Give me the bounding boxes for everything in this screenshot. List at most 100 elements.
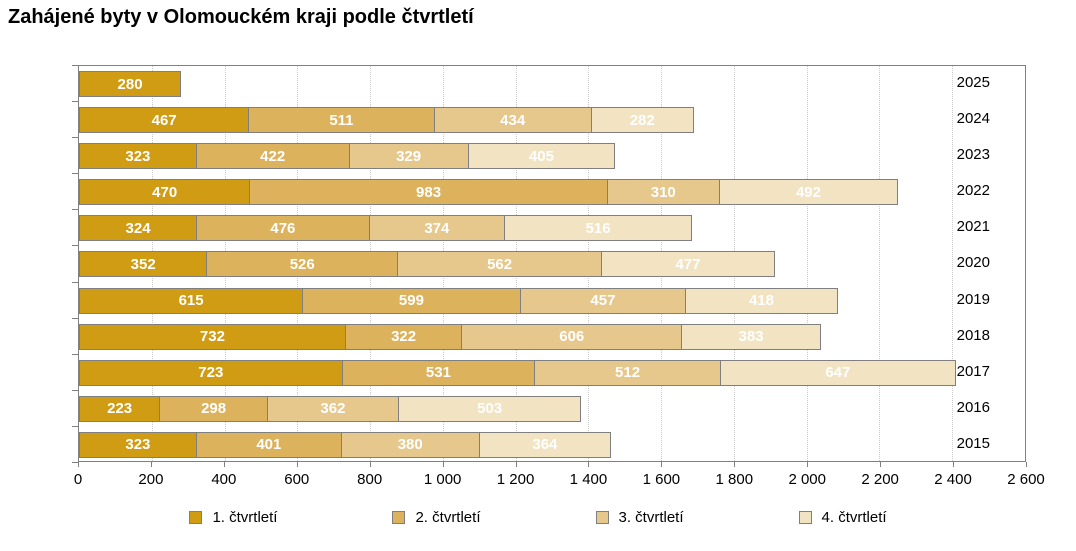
legend-label: 3. čtvrtletí <box>618 509 684 526</box>
x-axis-label: 200 <box>138 471 164 488</box>
bar-segment-q1: 470 <box>79 179 251 206</box>
legend-item-q3: 3. čtvrtletí <box>595 509 684 526</box>
legend-swatch-icon <box>189 511 203 524</box>
bar-segment-q3: 606 <box>461 323 683 350</box>
stacked-bar: 467 511 434 282 <box>79 107 1025 134</box>
x-axis-tick <box>296 462 298 467</box>
bar-row: 324 476 374 516 <box>79 210 1025 246</box>
y-axis-tick <box>72 101 78 103</box>
bar-segment-q3: 310 <box>606 179 720 206</box>
chart-title: Zahájené byty v Olomouckém kraji podle č… <box>8 6 474 28</box>
bar-segment-q3: 374 <box>368 215 506 242</box>
x-axis-label: 2 000 <box>788 471 826 488</box>
x-axis-tick <box>78 462 79 467</box>
x-axis-tick <box>734 462 736 467</box>
bar-segment-q3: 329 <box>348 143 469 170</box>
bar-segment-q1: 223 <box>79 395 161 422</box>
bar-value-label: 503 <box>477 400 503 418</box>
bar-segment-q2: 983 <box>249 179 608 206</box>
bar-value-label: 322 <box>391 328 417 346</box>
bar-value-label: 511 <box>329 111 354 129</box>
bar-segment-q1: 615 <box>79 287 304 314</box>
x-axis-label: 2 400 <box>934 471 972 488</box>
bar-value-label: 531 <box>425 364 451 382</box>
bar-segment-q3: 434 <box>433 107 592 134</box>
bar-segment-q1: 323 <box>79 143 197 170</box>
y-axis-tick <box>72 281 78 283</box>
bar-value-label: 477 <box>675 255 701 273</box>
bar-segment-q4: 477 <box>601 251 775 278</box>
bar-row: 732 322 606 383 <box>79 319 1025 355</box>
x-axis-tick <box>661 462 663 467</box>
bar-value-label: 418 <box>748 292 774 310</box>
y-axis-label: 2016 <box>956 398 990 416</box>
x-axis-label: 1 800 <box>715 471 754 488</box>
stacked-bar: 323 401 380 364 <box>79 431 1025 458</box>
y-axis-label: 2024 <box>956 110 990 128</box>
y-axis-label: 2023 <box>956 146 990 164</box>
x-axis-tick <box>588 462 590 467</box>
y-axis-label: 2018 <box>956 326 990 344</box>
stacked-bar: 352 526 562 477 <box>79 251 1025 278</box>
bar-value-label: 223 <box>107 400 133 418</box>
bar-segment-q4: 647 <box>719 359 956 386</box>
bar-value-label: 280 <box>117 75 143 93</box>
legend-label: 1. čtvrtletí <box>212 509 278 526</box>
y-axis-tick <box>72 389 78 391</box>
stacked-bar: 223 298 362 503 <box>79 395 1025 422</box>
bar-segment-q3: 457 <box>519 287 687 314</box>
y-axis-label: 2015 <box>956 434 990 452</box>
x-axis-tick <box>223 462 225 467</box>
legend-swatch-icon <box>392 511 406 524</box>
bar-row: 352 526 562 477 <box>79 246 1025 282</box>
bar-value-label: 647 <box>825 364 851 382</box>
bar-value-label: 329 <box>396 147 422 165</box>
bar-value-label: 383 <box>738 328 764 346</box>
bar-value-label: 324 <box>125 219 151 237</box>
bar-segment-q2: 401 <box>195 431 342 458</box>
y-axis-tick <box>72 209 78 211</box>
bar-segment-q1: 467 <box>79 107 250 134</box>
stacked-bar: 323 422 329 405 <box>79 143 1025 170</box>
bar-value-label: 732 <box>199 328 225 346</box>
x-axis-tick <box>515 462 517 467</box>
y-axis-tick <box>72 462 78 463</box>
x-axis-tick <box>369 462 371 467</box>
bar-segment-q4: 282 <box>590 107 694 134</box>
x-axis-tick <box>807 462 809 467</box>
x-axis-tick <box>150 462 152 467</box>
stacked-bar: 732 322 606 383 <box>79 323 1025 350</box>
bar-value-label: 606 <box>559 328 585 346</box>
bar-value-label: 492 <box>795 183 821 201</box>
y-axis-tick <box>72 65 78 66</box>
stacked-bar: 280 <box>79 71 1025 98</box>
bar-segment-q2: 422 <box>195 143 350 170</box>
bar-row: 470 983 310 492 <box>79 174 1025 210</box>
legend-item-q1: 1. čtvrtletí <box>189 509 277 526</box>
y-axis-label: 2025 <box>956 74 990 91</box>
bar-segment-q3: 512 <box>534 359 721 386</box>
bar-segment-q1: 323 <box>79 431 197 458</box>
bar-value-label: 526 <box>289 255 315 273</box>
bar-value-label: 310 <box>650 183 676 201</box>
bar-segment-q4: 364 <box>478 431 612 458</box>
y-axis-label: 2022 <box>956 182 990 200</box>
bar-value-label: 323 <box>125 436 151 454</box>
bar-segment-q1: 723 <box>79 359 343 386</box>
bar-value-label: 364 <box>532 436 558 454</box>
stacked-bar: 615 599 457 418 <box>79 287 1025 314</box>
bar-segment-q2: 476 <box>196 215 370 242</box>
bar-value-label: 323 <box>125 147 151 165</box>
bar-row: 615 599 457 418 <box>79 283 1025 319</box>
bar-segment-q2: 298 <box>159 395 268 422</box>
bar-row: 280 <box>79 66 1025 102</box>
gridline <box>952 66 954 461</box>
y-axis-tick <box>72 317 78 319</box>
bar-segment-q4: 503 <box>397 395 582 422</box>
bar-segment-q2: 322 <box>344 323 463 350</box>
x-axis-label: 800 <box>357 471 383 488</box>
bar-segment-q3: 380 <box>340 431 480 458</box>
legend-item-q4: 4. čtvrtletí <box>798 509 887 526</box>
bar-segment-q4: 516 <box>504 215 693 242</box>
bar-segment-q2: 526 <box>206 251 399 278</box>
